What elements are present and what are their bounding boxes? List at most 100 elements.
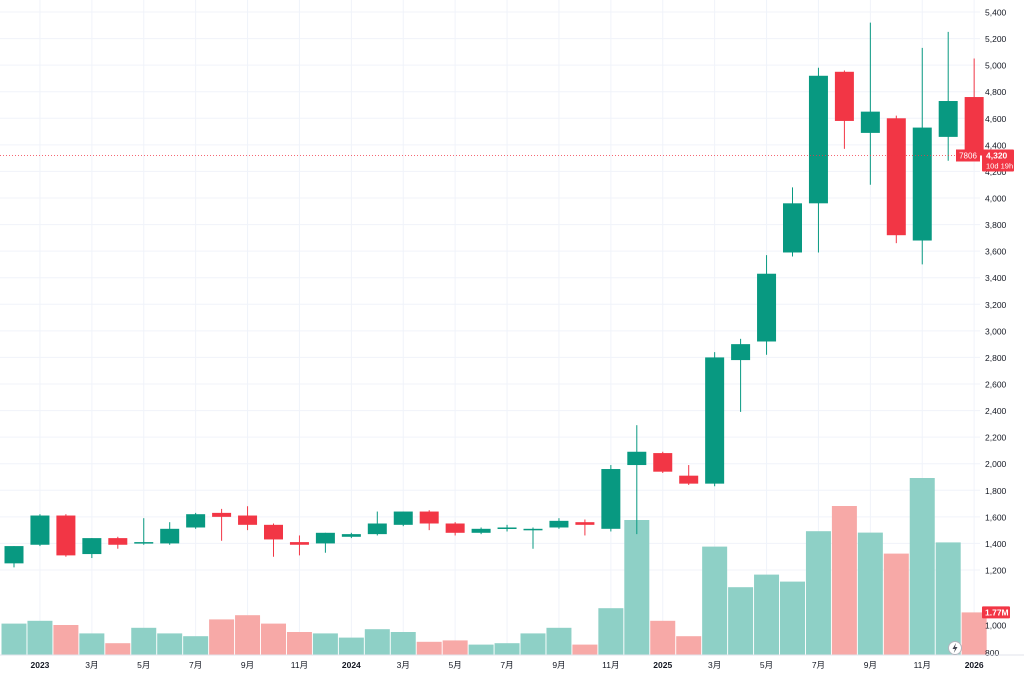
volume-bar bbox=[754, 574, 780, 655]
candle-body[interactable] bbox=[549, 520, 569, 528]
volume-bar bbox=[312, 633, 338, 655]
candle-body[interactable] bbox=[471, 528, 491, 533]
volume-bar bbox=[494, 643, 520, 655]
y-tick-label: 3,800 bbox=[985, 220, 1007, 230]
x-tick-label: 7月 bbox=[500, 660, 513, 670]
volume-bar bbox=[1, 623, 27, 655]
volume-bar bbox=[624, 520, 650, 655]
volume-tick-label: 1,000 bbox=[985, 621, 1007, 631]
y-tick-label: 4,000 bbox=[985, 194, 1007, 204]
x-tick-label: 11月 bbox=[291, 660, 308, 670]
volume-bar bbox=[364, 629, 390, 655]
candle-body[interactable] bbox=[445, 523, 465, 533]
y-tick-label: 1,600 bbox=[985, 512, 1007, 522]
volume-bar bbox=[390, 632, 416, 655]
y-tick-label: 5,000 bbox=[985, 61, 1007, 71]
candle-body[interactable] bbox=[601, 469, 621, 529]
y-tick-label: 2,800 bbox=[985, 353, 1007, 363]
last-price-label: 4,320 bbox=[986, 150, 1008, 160]
volume-bar bbox=[235, 615, 261, 655]
volume-bar bbox=[105, 643, 131, 655]
x-tick-label: 2023 bbox=[30, 660, 49, 670]
y-tick-label: 4,400 bbox=[985, 140, 1007, 150]
y-tick-label: 2,200 bbox=[985, 433, 1007, 443]
volume-bar bbox=[131, 627, 157, 655]
volume-bar bbox=[520, 633, 546, 655]
candle-body[interactable] bbox=[523, 528, 543, 531]
x-tick-label: 11月 bbox=[602, 660, 619, 670]
volume-bar bbox=[909, 478, 935, 655]
candle-body[interactable] bbox=[341, 534, 361, 537]
symbol-label: 7806 bbox=[959, 151, 977, 160]
candle-body[interactable] bbox=[56, 515, 76, 556]
candle-body[interactable] bbox=[419, 511, 439, 524]
y-tick-label: 5,200 bbox=[985, 34, 1007, 44]
candle-body[interactable] bbox=[783, 203, 802, 253]
x-tick-label: 3月 bbox=[85, 660, 98, 670]
candle-body[interactable] bbox=[160, 528, 180, 544]
candle-body[interactable] bbox=[393, 511, 413, 525]
candle-body[interactable] bbox=[886, 118, 906, 236]
y-tick-label: 2,600 bbox=[985, 380, 1007, 390]
volume-bar bbox=[961, 612, 987, 655]
candle-body[interactable] bbox=[186, 514, 206, 528]
x-tick-label: 2025 bbox=[653, 660, 672, 670]
y-tick-label: 4,200 bbox=[985, 167, 1007, 177]
x-tick-label: 7月 bbox=[189, 660, 202, 670]
candle-body[interactable] bbox=[653, 453, 673, 472]
last-price-badge bbox=[982, 149, 1014, 172]
y-tick-label: 2,400 bbox=[985, 406, 1007, 416]
y-tick-label: 3,400 bbox=[985, 273, 1007, 283]
volume-bar bbox=[572, 644, 598, 655]
candle-body[interactable] bbox=[367, 523, 387, 535]
last-volume-badge bbox=[982, 606, 1010, 619]
candle-body[interactable] bbox=[289, 542, 309, 545]
candle-body[interactable] bbox=[212, 512, 232, 517]
y-tick-label: 4,800 bbox=[985, 87, 1007, 97]
candle-body[interactable] bbox=[834, 71, 854, 121]
x-tick-label: 11月 bbox=[914, 660, 931, 670]
candle-body[interactable] bbox=[757, 273, 777, 342]
x-tick-label: 3月 bbox=[708, 660, 721, 670]
volume-bar bbox=[935, 542, 961, 655]
volume-bar bbox=[676, 636, 702, 655]
candle-body[interactable] bbox=[108, 538, 128, 545]
candle-body[interactable] bbox=[238, 515, 258, 525]
volume-bar bbox=[27, 620, 53, 655]
candle-body[interactable] bbox=[497, 527, 517, 529]
candle-body[interactable] bbox=[575, 522, 595, 525]
volume-bar bbox=[598, 608, 624, 655]
candle-body[interactable] bbox=[705, 357, 725, 484]
volume-bar bbox=[183, 636, 209, 655]
y-tick-label: 3,600 bbox=[985, 247, 1007, 257]
candle-body[interactable] bbox=[860, 111, 880, 133]
volume-bar bbox=[79, 633, 105, 655]
candle-body[interactable] bbox=[964, 97, 984, 156]
volume-bar bbox=[650, 620, 676, 655]
y-tick-label: 4,600 bbox=[985, 114, 1007, 124]
candle-body[interactable] bbox=[731, 344, 751, 361]
candle-body[interactable] bbox=[315, 532, 335, 544]
x-tick-label: 5月 bbox=[137, 660, 150, 670]
candle-body[interactable] bbox=[4, 546, 24, 564]
candle-body[interactable] bbox=[912, 127, 932, 241]
lightning-icon-glyph bbox=[952, 643, 958, 653]
volume-bar bbox=[805, 531, 831, 655]
volume-bar bbox=[442, 640, 468, 655]
candle-body[interactable] bbox=[938, 101, 958, 137]
candle-body[interactable] bbox=[679, 475, 699, 484]
candle-body[interactable] bbox=[30, 515, 50, 545]
x-tick-label: 2026 bbox=[965, 660, 984, 670]
candle-body[interactable] bbox=[134, 542, 154, 544]
volume-bar bbox=[157, 633, 183, 655]
volume-bar bbox=[468, 644, 494, 655]
y-tick-label: 1,200 bbox=[985, 566, 1007, 576]
candle-body[interactable] bbox=[627, 451, 647, 466]
candle-body[interactable] bbox=[264, 524, 283, 540]
last-volume-label: 1.77M bbox=[985, 607, 1009, 617]
candle-body[interactable] bbox=[808, 75, 828, 204]
countdown-label: 10d 19h bbox=[986, 161, 1013, 170]
candle-body[interactable] bbox=[82, 538, 102, 555]
